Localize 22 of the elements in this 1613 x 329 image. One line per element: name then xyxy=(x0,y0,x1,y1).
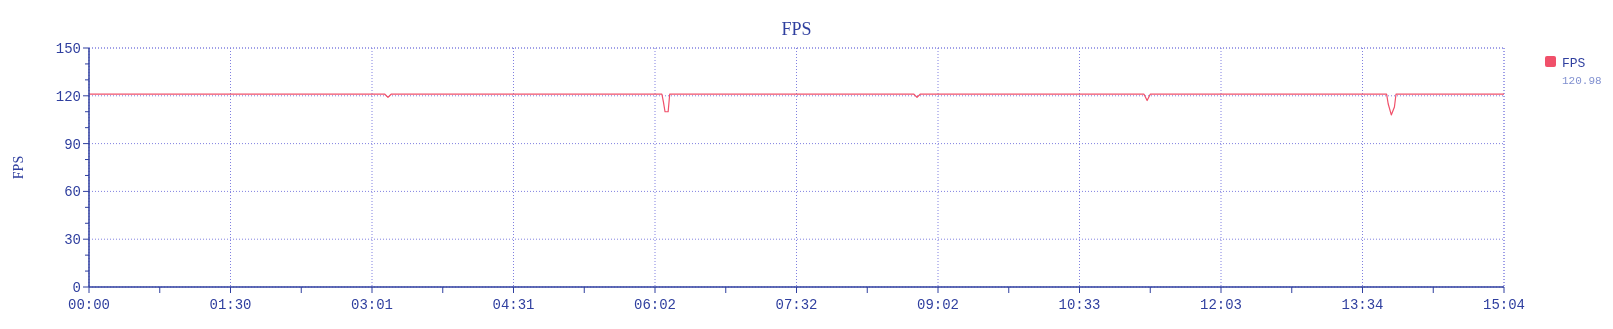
x-tick-label: 13:34 xyxy=(1341,297,1384,313)
y-axis-title: FPS xyxy=(11,155,26,180)
text: 120.98 xyxy=(1562,75,1602,87)
y-tick-label: 30 xyxy=(64,232,81,249)
y-tick-label: 90 xyxy=(64,136,81,153)
x-tick-label: 12:03 xyxy=(1199,297,1243,313)
x-tick-label: 04:31 xyxy=(492,297,535,313)
y-tick-label: 150 xyxy=(55,41,81,57)
legend-label: FPS xyxy=(1562,56,1586,71)
x-tick-label: 03:01 xyxy=(350,297,394,313)
y-tick-label: 120 xyxy=(55,88,81,105)
x-tick-label: 01:30 xyxy=(209,297,252,313)
y-tick-label: 60 xyxy=(64,184,81,201)
x-tick-label: 09:02 xyxy=(916,297,960,313)
x-tick-label: 00:00 xyxy=(67,297,111,313)
x-tick-label: 10:33 xyxy=(1058,297,1101,313)
x-tick-label: 06:02 xyxy=(633,297,677,313)
line-series xyxy=(88,93,1505,116)
x-tick-label: 07:32 xyxy=(775,297,818,313)
x-tick-label: 15:04 xyxy=(1482,297,1526,313)
chart-title: FPS xyxy=(781,19,812,39)
y-tick-label: 0 xyxy=(72,280,81,296)
